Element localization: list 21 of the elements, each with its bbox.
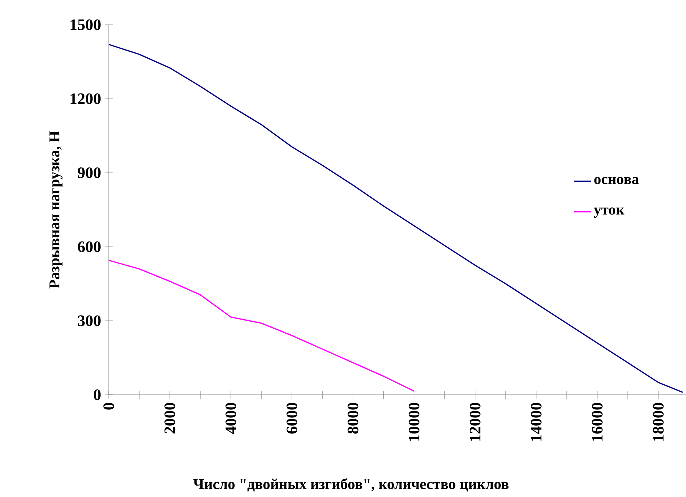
line-series [108,260,415,392]
y-tick-label: 1200 [70,94,101,104]
x-tick-label: 14000 [531,403,542,442]
x-axis-title: Число "двойных изгибов", количество циклов [194,478,509,492]
y-axis-title: Разрывная нагрузка, Н [50,131,63,289]
legend-label: основа [594,177,640,184]
x-tick-label: 2000 [164,403,176,434]
x-tick-label: 4000 [226,403,236,434]
y-tick-label: 600 [78,242,101,252]
x-tick-label: 16000 [592,403,603,442]
x-tick-label: 8000 [348,403,359,434]
x-tick-label: 10000 [408,403,420,442]
legend-label: уток [594,208,625,218]
x-tick-label: 18000 [653,403,664,442]
y-tick-label: 900 [78,168,101,178]
y-tick-label: 1500 [70,20,101,30]
x-tick-label: 0 [104,403,114,410]
y-tick-label: 300 [78,316,101,326]
y-tick-label: 0 [94,390,101,400]
x-tick-label: 12000 [470,403,481,442]
x-tick-label: 6000 [286,403,298,434]
